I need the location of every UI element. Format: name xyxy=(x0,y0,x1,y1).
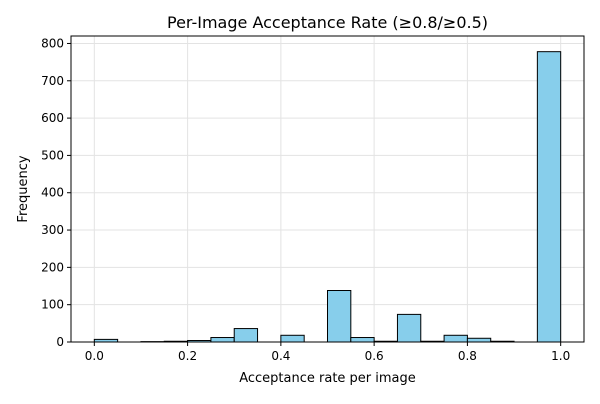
y-tick-label: 400 xyxy=(41,186,64,200)
y-tick-label: 500 xyxy=(41,148,64,162)
y-tick-label: 0 xyxy=(56,335,64,349)
bar-layer xyxy=(94,52,560,342)
histogram-bar xyxy=(351,338,374,342)
tick-layer: 0.0 0.2 0.4 0.6 0.8 1.0 0 100 200 300 400 500 600 700… xyxy=(41,36,570,363)
y-tick-label: 600 xyxy=(41,111,64,125)
x-tick-label: 0.0 xyxy=(85,349,104,363)
x-tick-label: 1.0 xyxy=(551,349,570,363)
histogram-bar xyxy=(467,338,490,342)
y-tick-label: 300 xyxy=(41,223,64,237)
chart-title: Per-Image Acceptance Rate (≥0.8/≥0.5) xyxy=(167,13,488,32)
x-tick-label: 0.2 xyxy=(178,349,197,363)
x-tick-label: 0.8 xyxy=(458,349,477,363)
y-tick-label: 100 xyxy=(41,298,64,312)
y-tick-label: 800 xyxy=(41,36,64,50)
histogram-bar xyxy=(444,335,467,342)
x-axis-label: Acceptance rate per image xyxy=(239,371,416,386)
y-axis-label: Frequency xyxy=(16,155,31,222)
histogram-bar xyxy=(281,335,304,342)
histogram-bar xyxy=(234,329,257,342)
histogram-bar xyxy=(537,52,560,342)
y-tick-label: 700 xyxy=(41,74,64,88)
x-tick-label: 0.6 xyxy=(365,349,384,363)
x-tick-label: 0.4 xyxy=(271,349,290,363)
y-tick-label: 200 xyxy=(41,260,64,274)
histogram-bar xyxy=(328,291,351,342)
histogram-bar xyxy=(211,338,234,342)
histogram-bar xyxy=(397,314,420,342)
